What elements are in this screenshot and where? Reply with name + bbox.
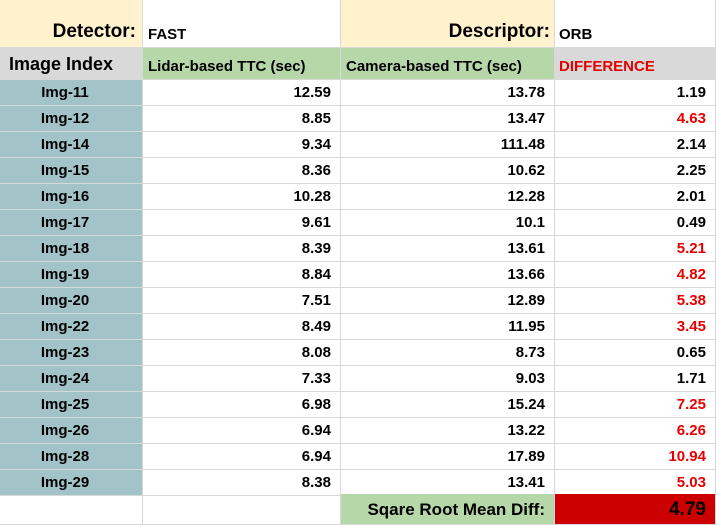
camera-ttc-cell[interactable]: 15.24: [341, 392, 555, 418]
image-index-cell[interactable]: Img-28: [0, 444, 143, 470]
lidar-ttc-cell[interactable]: 8.36: [143, 158, 341, 184]
detector-value-cell[interactable]: FAST: [143, 0, 341, 48]
image-index-cell[interactable]: Img-26: [0, 418, 143, 444]
lidar-ttc-cell[interactable]: 7.33: [143, 366, 341, 392]
lidar-ttc-cell[interactable]: 9.61: [143, 210, 341, 236]
difference-cell[interactable]: 2.25: [555, 158, 716, 184]
difference-cell[interactable]: 4.63: [555, 106, 716, 132]
footer-empty-lidar-cell[interactable]: [143, 494, 341, 525]
difference-cell[interactable]: 10.94: [555, 444, 716, 470]
camera-ttc-cell[interactable]: 13.66: [341, 262, 555, 288]
image-index-cell[interactable]: Img-19: [0, 262, 143, 288]
image-index-cell[interactable]: Img-24: [0, 366, 143, 392]
image-index-cell[interactable]: Img-22: [0, 314, 143, 340]
camera-ttc-cell[interactable]: 13.61: [341, 236, 555, 262]
lidar-ttc-cell[interactable]: 8.49: [143, 314, 341, 340]
camera-ttc-cell[interactable]: 12.89: [341, 288, 555, 314]
image-index-cell[interactable]: Img-11: [0, 80, 143, 106]
descriptor-value-cell[interactable]: ORB: [555, 0, 716, 48]
difference-cell[interactable]: 1.19: [555, 80, 716, 106]
camera-ttc-cell[interactable]: 17.89: [341, 444, 555, 470]
camera-ttc-cell[interactable]: 8.73: [341, 340, 555, 366]
camera-ttc-cell[interactable]: 10.62: [341, 158, 555, 184]
camera-ttc-cell[interactable]: 13.22: [341, 418, 555, 444]
image-index-cell[interactable]: Img-15: [0, 158, 143, 184]
lidar-ttc-cell[interactable]: 12.59: [143, 80, 341, 106]
difference-cell[interactable]: 2.01: [555, 184, 716, 210]
camera-ttc-cell[interactable]: 13.41: [341, 470, 555, 496]
difference-cell[interactable]: 0.65: [555, 340, 716, 366]
camera-ttc-cell[interactable]: 13.78: [341, 80, 555, 106]
camera-ttc-cell[interactable]: 11.95: [341, 314, 555, 340]
lidar-ttc-cell[interactable]: 8.38: [143, 470, 341, 496]
lidar-ttc-cell[interactable]: 8.85: [143, 106, 341, 132]
camera-ttc-cell[interactable]: 111.48: [341, 132, 555, 158]
image-index-cell[interactable]: Img-12: [0, 106, 143, 132]
difference-cell[interactable]: 0.49: [555, 210, 716, 236]
camera-ttc-cell[interactable]: 9.03: [341, 366, 555, 392]
difference-cell[interactable]: 2.14: [555, 132, 716, 158]
lidar-ttc-header[interactable]: Lidar-based TTC (sec): [143, 48, 341, 80]
lidar-ttc-cell[interactable]: 8.84: [143, 262, 341, 288]
lidar-ttc-cell[interactable]: 10.28: [143, 184, 341, 210]
image-index-cell[interactable]: Img-20: [0, 288, 143, 314]
camera-ttc-cell[interactable]: 10.1: [341, 210, 555, 236]
difference-cell[interactable]: 6.26: [555, 418, 716, 444]
difference-cell[interactable]: 1.71: [555, 366, 716, 392]
detector-label-cell[interactable]: Detector:: [0, 0, 143, 48]
rms-label-cell[interactable]: Sqare Root Mean Diff:: [341, 494, 555, 525]
lidar-ttc-cell[interactable]: 6.98: [143, 392, 341, 418]
image-index-cell[interactable]: Img-16: [0, 184, 143, 210]
camera-ttc-header[interactable]: Camera-based TTC (sec): [341, 48, 555, 80]
lidar-ttc-cell[interactable]: 7.51: [143, 288, 341, 314]
image-index-cell[interactable]: Img-17: [0, 210, 143, 236]
image-index-cell[interactable]: Img-14: [0, 132, 143, 158]
image-index-cell[interactable]: Img-18: [0, 236, 143, 262]
image-index-cell[interactable]: Img-25: [0, 392, 143, 418]
difference-header[interactable]: DIFFERENCE: [555, 48, 716, 80]
lidar-ttc-cell[interactable]: 6.94: [143, 444, 341, 470]
image-index-cell[interactable]: Img-29: [0, 470, 143, 496]
difference-cell[interactable]: 5.21: [555, 236, 716, 262]
descriptor-label-cell[interactable]: Descriptor:: [341, 0, 555, 48]
difference-cell[interactable]: 4.82: [555, 262, 716, 288]
difference-cell[interactable]: 5.38: [555, 288, 716, 314]
lidar-ttc-cell[interactable]: 8.39: [143, 236, 341, 262]
image-index-cell[interactable]: Img-23: [0, 340, 143, 366]
lidar-ttc-cell[interactable]: 8.08: [143, 340, 341, 366]
difference-cell[interactable]: 3.45: [555, 314, 716, 340]
rms-value-cell[interactable]: 4.79: [555, 494, 716, 525]
lidar-ttc-cell[interactable]: 9.34: [143, 132, 341, 158]
image-index-header[interactable]: Image Index: [0, 48, 143, 80]
lidar-ttc-cell[interactable]: 6.94: [143, 418, 341, 444]
difference-cell[interactable]: 5.03: [555, 470, 716, 496]
camera-ttc-cell[interactable]: 13.47: [341, 106, 555, 132]
difference-cell[interactable]: 7.25: [555, 392, 716, 418]
camera-ttc-cell[interactable]: 12.28: [341, 184, 555, 210]
footer-empty-index-cell[interactable]: [0, 494, 143, 525]
